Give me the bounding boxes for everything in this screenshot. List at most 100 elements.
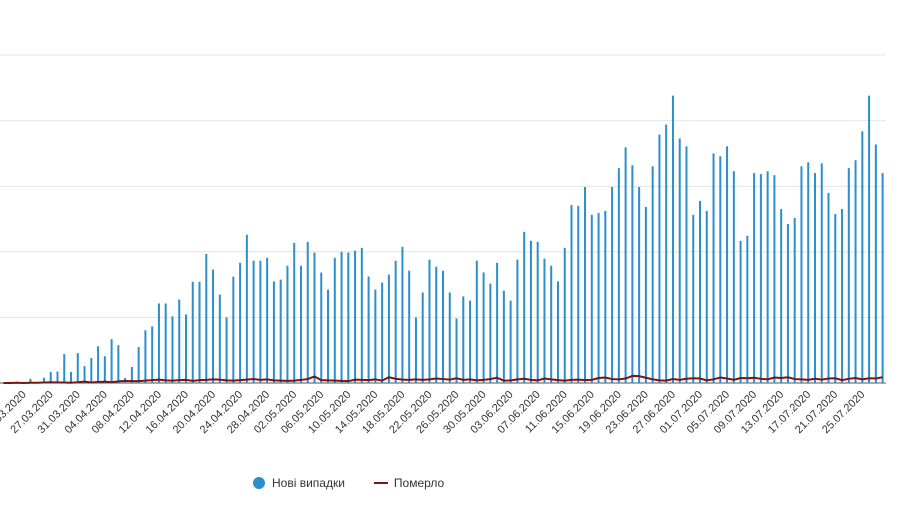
bar (759, 174, 762, 383)
bar (327, 289, 330, 383)
bar (103, 356, 106, 383)
bar (469, 300, 472, 383)
bar (455, 318, 458, 383)
bar (570, 205, 573, 383)
bar (42, 377, 45, 383)
bar (401, 246, 404, 383)
bar (482, 272, 485, 383)
bar (502, 290, 505, 383)
bar (360, 247, 363, 383)
bar (462, 296, 465, 383)
bar (658, 134, 661, 383)
bar (813, 173, 816, 383)
bar (110, 339, 113, 383)
bar (394, 260, 397, 383)
bar (590, 214, 593, 383)
bar (448, 292, 451, 383)
bar (773, 175, 776, 383)
bar (29, 378, 32, 383)
bar (644, 206, 647, 383)
bar (685, 146, 688, 383)
bar (347, 252, 350, 383)
bar (245, 234, 248, 383)
bar (184, 314, 187, 383)
bar (76, 353, 79, 383)
bar (374, 289, 377, 383)
bar (489, 283, 492, 383)
bar (496, 262, 499, 383)
legend-marker (253, 477, 265, 489)
bar (354, 250, 357, 383)
bar (70, 371, 73, 383)
bar (550, 265, 553, 383)
bar (651, 166, 654, 383)
bar (286, 265, 289, 383)
bar (678, 138, 681, 383)
bar (739, 240, 742, 383)
bar (820, 163, 823, 383)
bar (272, 281, 275, 383)
bar (421, 292, 424, 383)
bar (881, 173, 884, 383)
bar (874, 144, 877, 383)
bar (333, 257, 336, 383)
bar (523, 231, 526, 383)
bar (786, 223, 789, 383)
bar (408, 270, 411, 383)
bar (536, 241, 539, 383)
bar (827, 193, 830, 383)
bar (266, 257, 269, 383)
bar (83, 366, 86, 383)
bar (313, 252, 316, 383)
bar (726, 146, 729, 383)
bar (428, 259, 431, 383)
bar (529, 240, 532, 383)
bar (252, 260, 255, 383)
bar (293, 242, 296, 383)
bar (151, 326, 154, 383)
bar (144, 330, 147, 383)
bar (63, 354, 66, 383)
bar (597, 212, 600, 383)
bar (604, 210, 607, 383)
bar (306, 241, 309, 383)
bar (834, 214, 837, 383)
bar (753, 173, 756, 383)
bar (699, 200, 702, 383)
bar (442, 270, 444, 383)
bar (171, 316, 174, 383)
bar (239, 262, 242, 383)
bar (712, 153, 715, 383)
bar (861, 131, 864, 383)
bar (381, 282, 384, 383)
bar (414, 317, 417, 383)
bar (807, 162, 810, 383)
bar (665, 124, 668, 383)
bar (543, 258, 546, 383)
bar (259, 260, 262, 383)
bar (631, 165, 634, 383)
bar (225, 317, 228, 383)
legend-label: Нові випадки (272, 476, 345, 490)
bar (746, 235, 749, 383)
bar (847, 168, 850, 383)
bar (340, 251, 343, 383)
bar (178, 299, 181, 383)
bar (299, 265, 302, 383)
bar (164, 303, 167, 383)
bar (387, 274, 390, 383)
bar (232, 276, 235, 383)
bar (780, 209, 783, 383)
bar (611, 186, 614, 383)
bar (198, 281, 201, 383)
bar (205, 253, 208, 383)
bar (868, 95, 871, 383)
bar (556, 281, 559, 383)
legend-label: Померло (394, 476, 445, 490)
bar (841, 209, 844, 383)
bar (137, 347, 140, 383)
bar (509, 300, 512, 383)
bar (624, 147, 627, 383)
bar (49, 371, 52, 383)
